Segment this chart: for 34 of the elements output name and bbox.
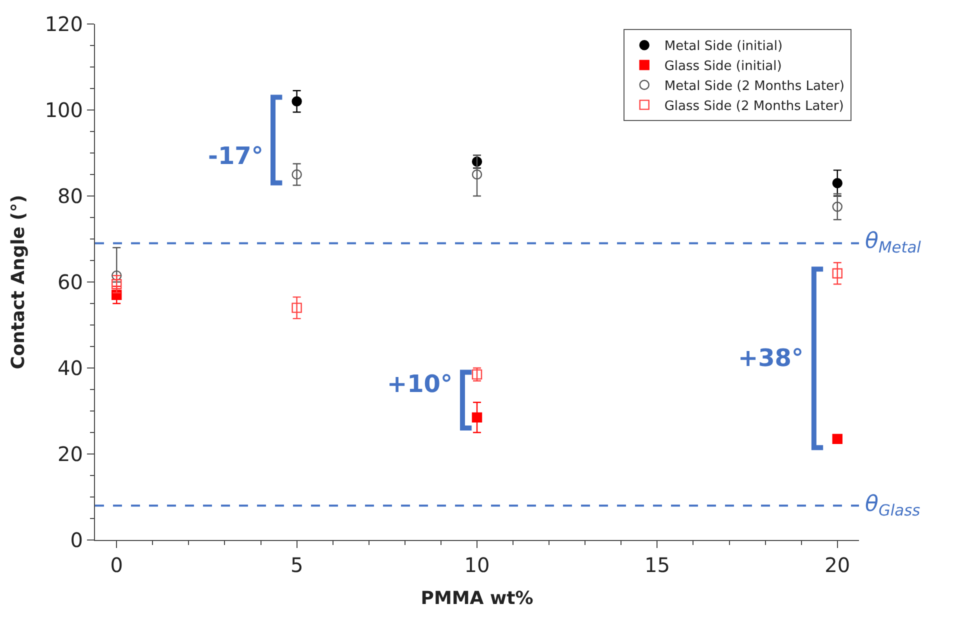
y-tick-label: 80 xyxy=(58,184,83,208)
x-tick-label: 5 xyxy=(290,553,304,577)
point xyxy=(292,169,302,180)
x-tick-label: 20 xyxy=(824,553,850,577)
point xyxy=(292,96,302,106)
point xyxy=(472,412,482,423)
legend-label: Glass Side (2 Months Later) xyxy=(664,98,844,114)
x-tick-label: 15 xyxy=(644,553,670,577)
point xyxy=(292,302,302,313)
point xyxy=(832,202,842,212)
y-tick-label: 20 xyxy=(58,442,83,466)
y-tick-label: 60 xyxy=(58,270,83,294)
x-tick-label: 10 xyxy=(464,553,490,577)
y-axis-title: Contact Angle (°) xyxy=(8,194,30,370)
point xyxy=(832,434,842,444)
legend-label: Metal Side (initial) xyxy=(664,39,783,54)
point xyxy=(112,279,122,290)
ref-line-label: θ$_{Glass}$ xyxy=(865,492,920,520)
point xyxy=(832,178,842,188)
x-tick-label: 0 xyxy=(110,553,123,577)
annotation: +10° xyxy=(387,370,453,398)
legend-label: Glass Side (initial) xyxy=(664,59,782,74)
y-tick-label: 100 xyxy=(44,98,83,122)
ref-line-label: θ$_{Metal}$ xyxy=(865,229,922,257)
point xyxy=(112,270,122,281)
y-tick-label: 120 xyxy=(44,12,83,36)
x-axis-title: PMMA wt% xyxy=(420,588,534,610)
legend-label: Metal Side (2 Months Later) xyxy=(664,78,844,94)
point xyxy=(472,169,482,180)
annotation: -17° xyxy=(208,142,264,170)
y-tick-label: 0 xyxy=(70,528,83,552)
y-tick-label: 40 xyxy=(58,356,83,380)
point xyxy=(832,268,842,278)
annotation: +38° xyxy=(738,344,804,372)
